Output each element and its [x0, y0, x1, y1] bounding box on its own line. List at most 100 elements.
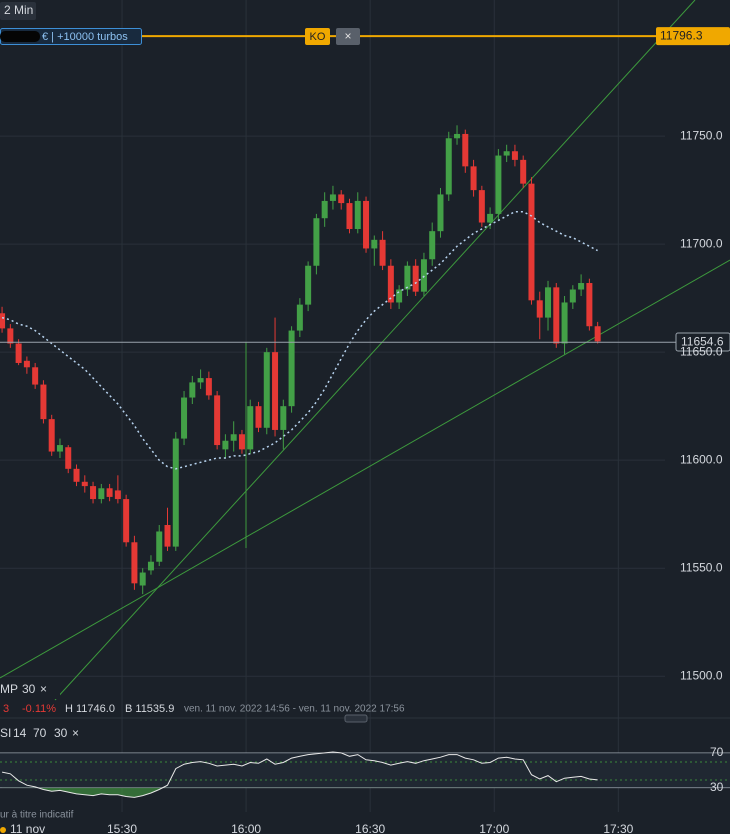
candle-body — [114, 490, 121, 500]
candle-body — [420, 259, 427, 292]
candle-body — [131, 542, 138, 584]
candle-body — [230, 434, 237, 441]
candle-body — [454, 133, 461, 139]
disclaimer: ur à titre indicatif — [0, 810, 74, 821]
candle-body — [528, 183, 535, 301]
candle-body — [7, 328, 14, 344]
candle-body — [404, 265, 411, 290]
candle-body — [272, 352, 279, 430]
timeframe-box[interactable] — [0, 2, 36, 20]
y-tick-label: 11700.0 — [680, 236, 723, 250]
x-tick-label: 16:30 — [355, 822, 385, 834]
candle-body — [197, 378, 204, 383]
last-price-box — [675, 332, 730, 352]
ma-legend-period: 30 — [22, 682, 36, 696]
candle-body — [511, 151, 518, 160]
candle-body — [321, 200, 328, 219]
candle-body — [288, 330, 295, 407]
candle-body — [520, 159, 527, 184]
candle-body — [214, 395, 221, 446]
candle-body — [40, 384, 47, 420]
candle-body — [561, 302, 568, 344]
candle-body — [412, 265, 419, 292]
candle-body — [106, 488, 113, 497]
candle-body — [263, 352, 270, 428]
rsi-legend-upper: 70 — [33, 726, 47, 740]
candle-body — [156, 531, 163, 562]
candle-body — [470, 166, 477, 191]
rsi-legend-period: 14 — [13, 726, 27, 740]
info-last: 3 — [3, 703, 9, 715]
date-label: 11 nov — [10, 822, 45, 834]
candle-body — [164, 525, 171, 547]
candle-body — [90, 486, 97, 500]
candle-body — [305, 265, 312, 305]
info-range: ven. 11 nov. 2022 14:56 - ven. 11 nov. 2… — [184, 704, 405, 715]
trendline — [54, 0, 696, 701]
x-tick-label: 17:30 — [603, 822, 633, 834]
candle-body — [462, 133, 469, 167]
info-high: H 11746.0 — [65, 703, 115, 715]
candle-body — [181, 397, 188, 439]
ko-button[interactable] — [305, 28, 330, 45]
y-tick-label: 11600.0 — [680, 452, 723, 466]
candle-body — [487, 213, 494, 223]
info-change: -0.11% — [22, 703, 56, 715]
candle-body — [553, 287, 560, 344]
candle-body — [429, 231, 436, 260]
candle-body — [15, 343, 22, 363]
candle-body — [48, 419, 55, 452]
x-tick-label: 15:30 — [107, 822, 137, 834]
candle-body — [296, 304, 303, 331]
candle-body — [536, 300, 543, 318]
candle-body — [594, 326, 601, 342]
candle-body — [578, 283, 585, 290]
marks — [0, 125, 676, 595]
close-button[interactable] — [336, 28, 360, 45]
candle-body — [56, 445, 63, 452]
candle-body — [32, 367, 39, 385]
rsi-legend-lower: 30 — [54, 726, 68, 740]
candle-body — [0, 313, 6, 329]
candle-body — [205, 378, 212, 396]
candle-body — [329, 194, 336, 201]
y-tick-label: 11650.0 — [680, 344, 723, 358]
ko-price-label: 11796.3 — [660, 28, 703, 42]
rsi-oversold-fill — [2, 787, 598, 798]
candle-body — [387, 265, 394, 303]
candle-body — [586, 283, 593, 327]
trendline — [0, 259, 730, 679]
candle-body — [280, 406, 287, 430]
candle-body — [338, 194, 345, 204]
candle-body — [247, 406, 254, 450]
candle-body — [346, 203, 353, 230]
ma-legend-name: MP — [0, 682, 18, 696]
candle-body — [65, 447, 72, 469]
x-tick-label: 16:00 — [231, 822, 261, 834]
date-marker — [0, 827, 6, 833]
position-label[interactable]: € | +10000 turbos — [42, 31, 128, 43]
candle-body — [81, 481, 88, 487]
candle-body — [371, 239, 378, 249]
candle-body — [396, 289, 403, 303]
candle-body — [147, 561, 154, 571]
candle-body — [478, 190, 485, 223]
close-label[interactable]: × — [344, 29, 351, 43]
ma-legend-close[interactable]: × — [40, 682, 47, 696]
candle-body — [437, 194, 444, 232]
candle-body — [379, 239, 386, 266]
grid — [0, 0, 665, 812]
rsi-legend-close[interactable]: × — [72, 726, 79, 740]
rsi-band — [0, 752, 730, 788]
candle-body — [189, 382, 196, 398]
timeframe[interactable]: 2 Min — [4, 3, 33, 17]
separator-handle[interactable] — [344, 714, 368, 723]
ko-label[interactable]: KO — [310, 31, 326, 43]
candle-body — [222, 440, 229, 450]
candle-body — [238, 434, 245, 450]
candle-body — [139, 572, 146, 586]
candle-body — [255, 406, 262, 428]
